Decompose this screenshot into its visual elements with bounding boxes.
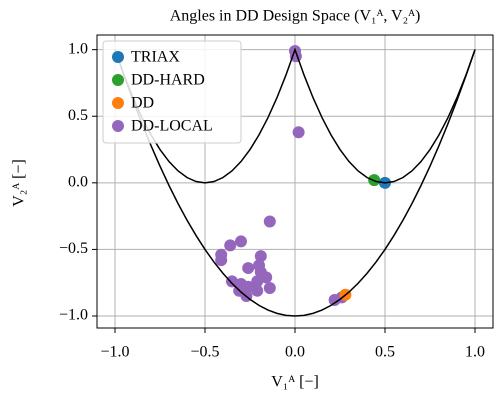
legend-marker — [112, 97, 124, 109]
point — [260, 271, 273, 284]
legend-marker — [112, 51, 124, 63]
legend-label: DD-HARD — [131, 72, 205, 89]
point — [215, 254, 228, 267]
x-tick-label: 0.5 — [375, 344, 395, 361]
legend-box — [102, 40, 242, 144]
point — [263, 282, 276, 295]
y-tick-label: −1.0 — [59, 307, 88, 324]
y-tick-label: 1.0 — [68, 40, 88, 57]
y-tick-label: 0.0 — [68, 174, 88, 191]
point — [263, 215, 276, 228]
point — [226, 275, 238, 288]
y-tick-label: −0.5 — [59, 240, 88, 257]
legend-label: DD-LOCAL — [131, 118, 213, 135]
y-axis-label: V₂ᴬ [−] — [11, 159, 28, 207]
legend-label: TRIAX — [131, 49, 180, 66]
curve — [114, 47, 476, 184]
x-tick-label: −1.0 — [100, 344, 129, 361]
x-axis-label: V₁ᴬ [−] — [271, 374, 319, 391]
point — [242, 262, 255, 275]
x-tick-label: 0.0 — [285, 344, 305, 361]
point — [224, 239, 237, 252]
plot-frame — [96, 34, 494, 329]
legend-marker — [112, 74, 124, 86]
legend-marker — [112, 120, 124, 132]
chart-title: Angles in DD Design Space (V₁ᴬ, V₂ᴬ) — [170, 8, 421, 25]
y-tick-label: 0.5 — [68, 107, 88, 124]
legend: TRIAX DD-HARD DD DD-LOCAL — [102, 40, 242, 144]
point — [251, 275, 264, 288]
x-tick-label: −0.5 — [190, 344, 219, 361]
curve — [114, 49, 476, 317]
point — [254, 250, 267, 263]
point — [292, 126, 305, 139]
point — [242, 280, 255, 293]
legend-label: DD — [131, 95, 154, 112]
x-tick-label: 1.0 — [465, 344, 485, 361]
point — [235, 235, 247, 248]
point — [251, 284, 264, 297]
